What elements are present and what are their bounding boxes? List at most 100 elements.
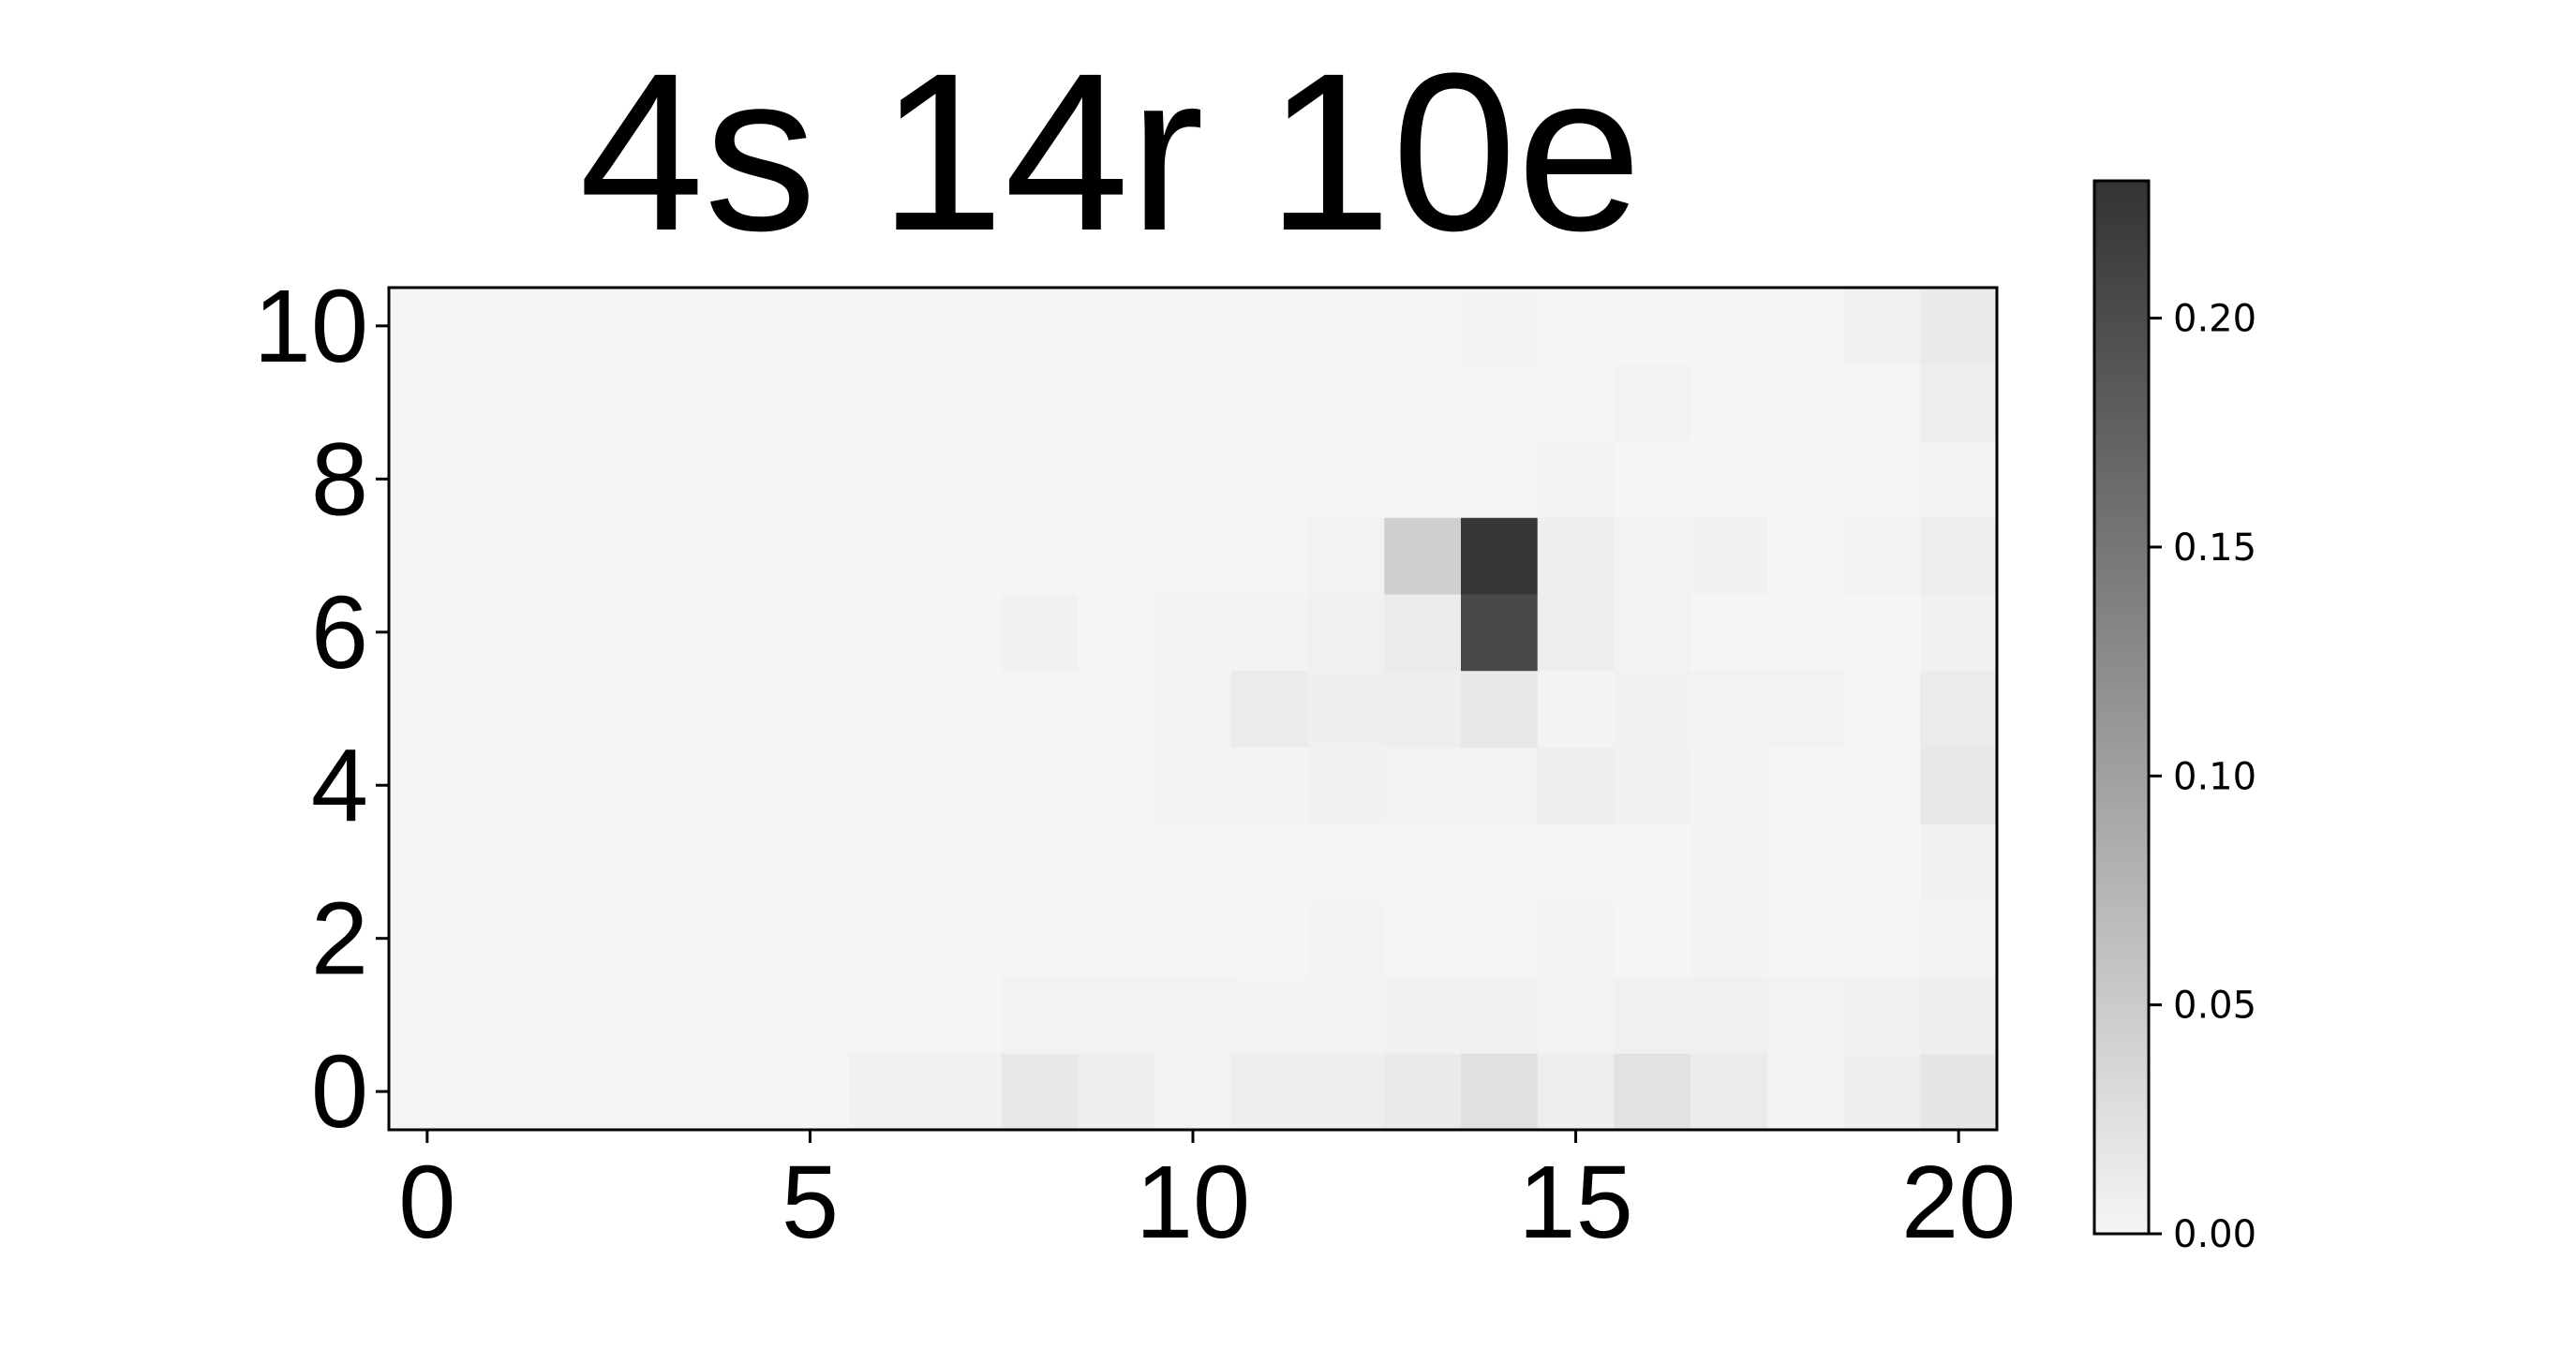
heatmap-cell — [1001, 747, 1080, 824]
heatmap-cell — [1920, 670, 1998, 748]
heatmap-cell — [925, 823, 1003, 901]
heatmap-cell — [1537, 670, 1616, 748]
heatmap-cell — [542, 593, 619, 672]
heatmap-cell — [542, 670, 619, 748]
y-tick-label: 6 — [311, 575, 368, 690]
x-tick-label: 10 — [1136, 1145, 1250, 1260]
heatmap-cell — [771, 363, 849, 442]
heatmap-cell — [1766, 670, 1845, 748]
heatmap-cell — [1078, 899, 1155, 978]
heatmap-cell — [1920, 288, 1998, 365]
heatmap-cell — [1843, 440, 1921, 518]
heatmap-cell — [1614, 288, 1691, 365]
heatmap-cell — [1154, 593, 1232, 672]
heatmap-cell — [1461, 747, 1539, 824]
colorbar-ticks: 0.00 0.05 0.10 0.15 0.20 — [2149, 298, 2256, 1256]
x-tick-label: 0 — [398, 1145, 455, 1260]
heatmap-cell — [1384, 363, 1462, 442]
heatmap-cell — [1537, 363, 1616, 442]
heatmap-cell — [542, 823, 619, 901]
heatmap-cell — [1001, 593, 1080, 672]
heatmap-cell — [771, 440, 849, 518]
heatmap-cell — [542, 363, 619, 442]
heatmap-cell — [1537, 747, 1616, 824]
heatmap-cell — [1920, 440, 1998, 518]
heatmap-cell — [771, 823, 849, 901]
heatmap-cell — [848, 593, 926, 672]
heatmap-cell — [848, 899, 926, 978]
heatmap-cell — [1843, 899, 1921, 978]
heatmap-cell — [1537, 976, 1616, 1054]
heatmap-cell — [1537, 517, 1616, 595]
heatmap-cell — [465, 1053, 543, 1131]
heatmap-cell — [1614, 517, 1691, 595]
heatmap-cell — [1614, 823, 1691, 901]
heatmap-cell — [465, 593, 543, 672]
heatmap-cell — [1384, 593, 1462, 672]
heatmap-cell — [771, 517, 849, 595]
heatmap-cell — [618, 440, 696, 518]
heatmap-cell — [1307, 899, 1385, 978]
heatmap-cell — [1461, 593, 1539, 672]
heatmap-cell — [1690, 670, 1768, 748]
heatmap-cell — [1230, 593, 1309, 672]
heatmap-cell — [1230, 670, 1309, 748]
heatmap-cell — [1690, 440, 1768, 518]
colorbar-tick-label: 0.05 — [2173, 985, 2256, 1028]
heatmap-cell — [1001, 517, 1080, 595]
heatmap-cell — [1078, 288, 1155, 365]
heatmap-cell — [1614, 976, 1691, 1054]
heatmap-cell — [1154, 517, 1232, 595]
heatmap-cell — [1843, 593, 1921, 672]
heatmap-cell — [542, 1053, 619, 1131]
heatmap-cell — [1461, 899, 1539, 978]
heatmap-cell — [848, 517, 926, 595]
heatmap-cell — [389, 288, 467, 365]
heatmap-cell — [465, 288, 543, 365]
heatmap-cell — [848, 823, 926, 901]
heatmap-cell — [694, 363, 773, 442]
heatmap-cell — [1766, 363, 1845, 442]
heatmap-cell — [694, 747, 773, 824]
heatmap-cell — [1537, 288, 1616, 365]
heatmap-cell — [465, 670, 543, 748]
heatmap-cell — [1690, 593, 1768, 672]
heatmap-cell — [1001, 670, 1080, 748]
heatmap-cell — [389, 363, 467, 442]
colorbar-tick-label: 0.00 — [2173, 1213, 2256, 1256]
heatmap-cell — [694, 899, 773, 978]
heatmap-cell — [1766, 593, 1845, 672]
heatmap-cell — [1690, 363, 1768, 442]
heatmap-cell — [1078, 976, 1155, 1054]
heatmap-cell — [618, 593, 696, 672]
heatmap-cell — [925, 747, 1003, 824]
colorbar-tick-label: 0.15 — [2173, 526, 2256, 570]
heatmap-cell — [1920, 363, 1998, 442]
heatmap-cell — [618, 823, 696, 901]
heatmap-cell — [848, 747, 926, 824]
heatmap-cell — [1307, 517, 1385, 595]
heatmap-cell — [694, 517, 773, 595]
heatmap-cell — [1537, 899, 1616, 978]
heatmap-cell — [1766, 899, 1845, 978]
heatmap-cell — [1461, 363, 1539, 442]
heatmap-cell — [1230, 440, 1309, 518]
heatmap-cell — [1307, 823, 1385, 901]
heatmap-cell — [389, 899, 467, 978]
heatmap-cell — [618, 288, 696, 365]
heatmap-cell — [925, 670, 1003, 748]
heatmap-cell — [1384, 670, 1462, 748]
heatmap-cell — [1461, 670, 1539, 748]
heatmap-cell — [1230, 1053, 1309, 1131]
heatmap-cell — [465, 899, 543, 978]
heatmap-cell — [542, 517, 619, 595]
heatmap-cell — [1766, 747, 1845, 824]
heatmap-cell — [1690, 747, 1768, 824]
heatmap-cell — [694, 288, 773, 365]
heatmap-cell — [618, 976, 696, 1054]
heatmap-cell — [1690, 1053, 1768, 1131]
heatmap-cell — [1078, 593, 1155, 672]
heatmap-cell — [1001, 823, 1080, 901]
heatmap-cell — [1614, 747, 1691, 824]
heatmap-cell — [1843, 747, 1921, 824]
